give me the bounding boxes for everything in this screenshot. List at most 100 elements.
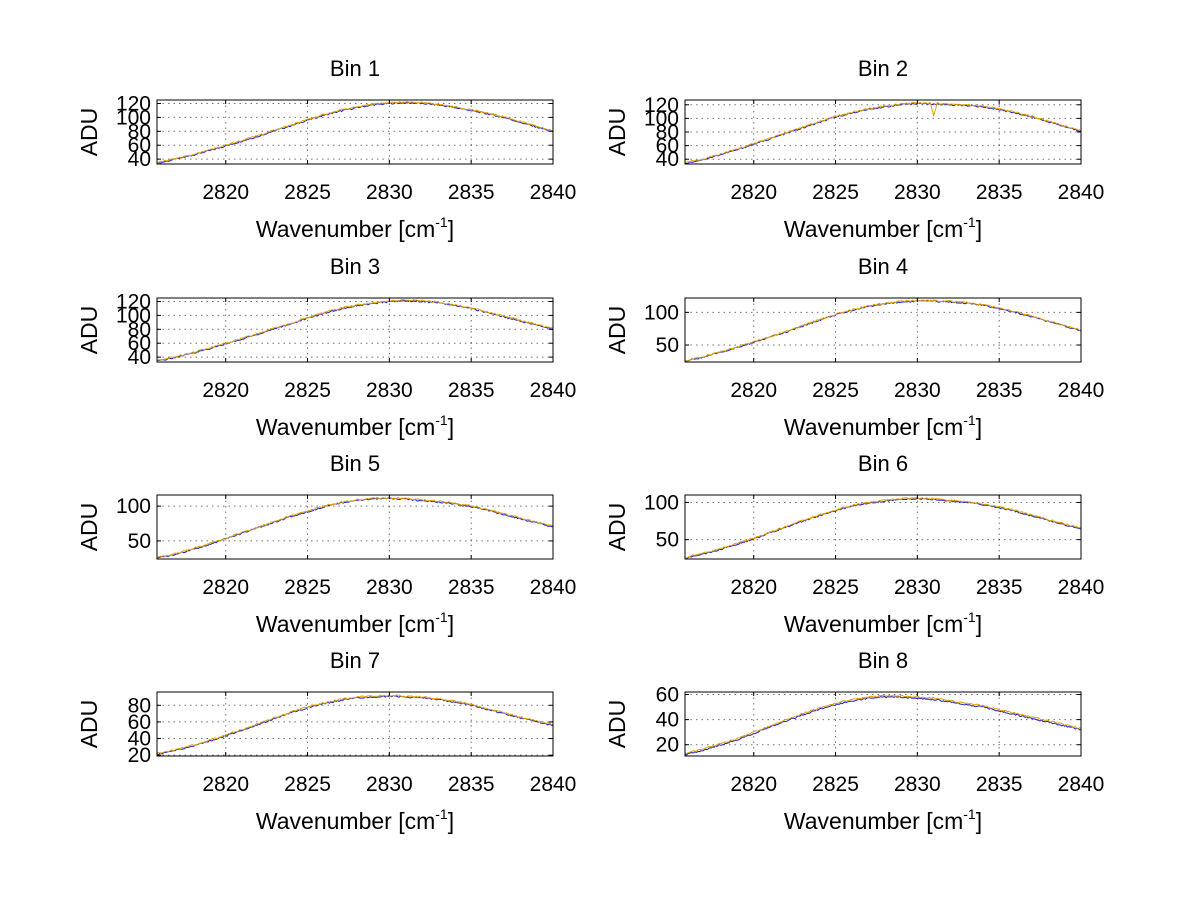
y-tick-label: 40 bbox=[656, 148, 679, 171]
plot-frame bbox=[684, 297, 1082, 363]
series-line-trace-1 bbox=[156, 695, 554, 756]
x-axis-label-sup: -1 bbox=[963, 412, 976, 428]
x-tick-label: 2830 bbox=[366, 181, 413, 204]
series-line-trace-2 bbox=[684, 299, 1082, 362]
y-tick-label: 20 bbox=[128, 744, 151, 767]
plot-frame bbox=[156, 99, 554, 165]
y-tick-label: 40 bbox=[656, 709, 679, 732]
series-line-trace-2 bbox=[156, 100, 554, 164]
x-axis-label-main: Wavenumber [cm bbox=[784, 216, 963, 242]
chart-title: Bin 6 bbox=[858, 451, 908, 476]
y-tick-label: 60 bbox=[128, 332, 151, 355]
y-tick-label: 20 bbox=[656, 734, 679, 757]
x-tick-label: 2835 bbox=[976, 379, 1023, 402]
x-tick-label: 2840 bbox=[530, 576, 577, 599]
subplot-6: 2820 2825 2830 2835 2840 50 100 Bin 6 Wavenumber… bbox=[604, 451, 1104, 637]
y-tick-label: 100 bbox=[644, 491, 679, 514]
x-axis-label-end: ] bbox=[448, 216, 454, 242]
chart-title: Bin 7 bbox=[330, 648, 380, 673]
x-tick-label: 2820 bbox=[202, 379, 249, 402]
x-tick-label: 2830 bbox=[894, 379, 941, 402]
chart-title: Bin 2 bbox=[858, 56, 908, 81]
x-tick-label: 2825 bbox=[812, 181, 859, 204]
series-line-trace-2 bbox=[684, 694, 1082, 755]
y-tick-label: 60 bbox=[656, 135, 679, 158]
x-axis-label: Wavenumber [cm-1] bbox=[256, 806, 454, 834]
y-tick-label: 60 bbox=[128, 134, 151, 157]
y-axis-label: ADU bbox=[604, 306, 630, 355]
y-tick-label: 100 bbox=[116, 106, 151, 129]
x-axis-label: Wavenumber [cm-1] bbox=[784, 806, 982, 834]
x-tick-label: 2835 bbox=[976, 181, 1023, 204]
x-axis-label-main: Wavenumber [cm bbox=[784, 808, 963, 834]
x-axis-label-end: ] bbox=[976, 414, 982, 440]
x-axis-label-sup: -1 bbox=[963, 214, 976, 230]
series-line-trace-1 bbox=[156, 497, 554, 559]
x-axis-label-main: Wavenumber [cm bbox=[256, 216, 435, 242]
x-tick-label: 2820 bbox=[730, 379, 777, 402]
x-axis-label-sup: -1 bbox=[435, 609, 448, 625]
x-axis-label-sup: -1 bbox=[963, 806, 976, 822]
x-tick-label: 2835 bbox=[448, 181, 495, 204]
x-tick-label: 2825 bbox=[812, 773, 859, 796]
series-line-trace-1 bbox=[684, 300, 1082, 363]
x-tick-label: 2830 bbox=[366, 379, 413, 402]
y-tick-label: 40 bbox=[128, 346, 151, 369]
x-tick-label: 2830 bbox=[894, 576, 941, 599]
x-axis-label: Wavenumber [cm-1] bbox=[256, 609, 454, 637]
x-tick-label: 2840 bbox=[530, 181, 577, 204]
y-tick-label: 80 bbox=[128, 318, 151, 341]
y-tick-label: 50 bbox=[656, 334, 679, 357]
x-axis-label-main: Wavenumber [cm bbox=[784, 611, 963, 637]
x-tick-label: 2825 bbox=[284, 576, 331, 599]
x-tick-label: 2825 bbox=[284, 181, 331, 204]
series-line-trace-2 bbox=[156, 299, 554, 362]
x-tick-label: 2840 bbox=[1058, 181, 1105, 204]
chart-title: Bin 4 bbox=[858, 254, 908, 279]
x-axis-label-sup: -1 bbox=[435, 214, 448, 230]
x-axis-label-main: Wavenumber [cm bbox=[256, 414, 435, 440]
x-axis-label-main: Wavenumber [cm bbox=[256, 808, 435, 834]
y-tick-label: 120 bbox=[644, 94, 679, 117]
x-axis-label-end: ] bbox=[448, 414, 454, 440]
subplot-5: 2820 2825 2830 2835 2840 50 100 Bin 5 Wavenumber… bbox=[76, 451, 576, 637]
x-tick-label: 2830 bbox=[366, 576, 413, 599]
x-tick-label: 2835 bbox=[448, 379, 495, 402]
chart-title: Bin 3 bbox=[330, 254, 380, 279]
y-tick-label: 50 bbox=[128, 530, 151, 553]
series-line-trace-1 bbox=[156, 101, 554, 165]
series-line-trace-2 bbox=[684, 101, 1082, 164]
x-axis-label-sup: -1 bbox=[963, 609, 976, 625]
x-tick-label: 2825 bbox=[812, 379, 859, 402]
y-axis-label: ADU bbox=[604, 700, 630, 749]
y-tick-label: 120 bbox=[116, 290, 151, 313]
series-line-trace-2 bbox=[156, 496, 554, 559]
y-axis-label: ADU bbox=[604, 108, 630, 157]
x-tick-label: 2840 bbox=[1058, 379, 1105, 402]
series-line-trace-1 bbox=[684, 497, 1082, 560]
x-axis-label: Wavenumber [cm-1] bbox=[784, 412, 982, 440]
x-axis-label-main: Wavenumber [cm bbox=[256, 611, 435, 637]
x-tick-label: 2830 bbox=[366, 773, 413, 796]
y-axis-label: ADU bbox=[604, 503, 630, 552]
y-tick-label: 40 bbox=[128, 148, 151, 171]
x-tick-label: 2820 bbox=[730, 576, 777, 599]
chart-title: Bin 5 bbox=[330, 451, 380, 476]
x-axis-label-sup: -1 bbox=[435, 412, 448, 428]
x-tick-label: 2835 bbox=[976, 773, 1023, 796]
x-tick-label: 2820 bbox=[202, 576, 249, 599]
chart-title: Bin 8 bbox=[858, 648, 908, 673]
y-tick-label: 60 bbox=[128, 711, 151, 734]
y-tick-label: 80 bbox=[128, 120, 151, 143]
x-tick-label: 2820 bbox=[730, 181, 777, 204]
x-tick-label: 2840 bbox=[1058, 576, 1105, 599]
series-line-trace-2 bbox=[684, 497, 1082, 559]
plot-frame bbox=[156, 691, 554, 757]
x-axis-label-end: ] bbox=[976, 808, 982, 834]
